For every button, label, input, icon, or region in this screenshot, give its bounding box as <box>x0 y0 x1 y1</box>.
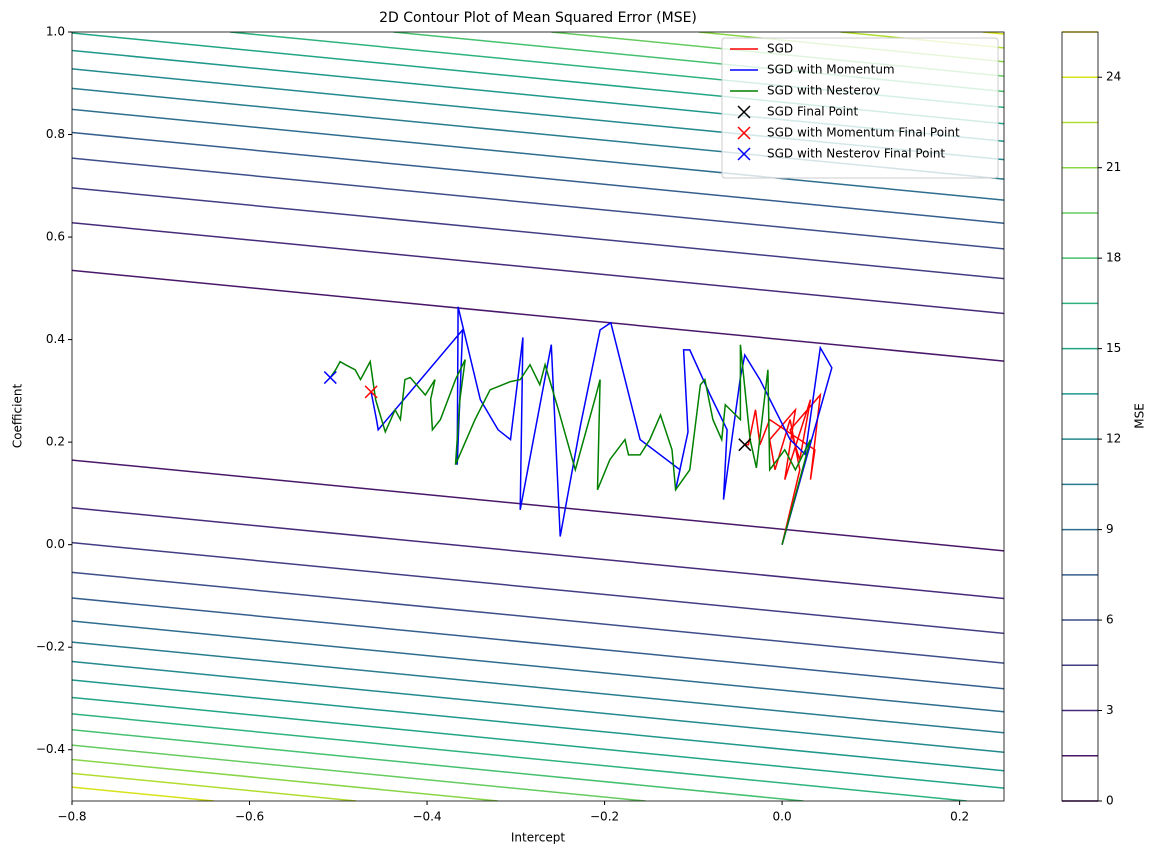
legend-label: SGD Final Point <box>767 105 859 119</box>
x-tick-label: −0.8 <box>57 810 86 824</box>
contour-line <box>72 507 1004 600</box>
legend-marker <box>737 105 751 119</box>
x-axis-label: Intercept <box>511 831 566 845</box>
x-tick-label: 0.2 <box>950 810 969 824</box>
y-axis-label: Coefficient <box>11 384 25 449</box>
y-tick-label: 0.2 <box>46 435 65 449</box>
contour-line <box>72 641 1004 734</box>
contour-line <box>72 696 1004 789</box>
colorbar-tick-label: 24 <box>1106 70 1121 84</box>
x-tick-label: −0.2 <box>590 810 619 824</box>
colorbar-tick-label: 18 <box>1106 251 1121 265</box>
contour-line <box>72 679 1004 772</box>
legend-label: SGD with Momentum Final Point <box>767 126 960 140</box>
y-tick-label: 0.6 <box>46 230 65 244</box>
legend-marker <box>737 147 751 161</box>
legend-marker <box>737 126 751 140</box>
contour-line <box>72 108 1004 201</box>
colorbar-frame <box>1061 31 1099 802</box>
contour-line <box>72 744 646 801</box>
contour-line <box>72 758 499 801</box>
legend-label: SGD with Nesterov <box>767 84 880 98</box>
colorbar-label: MSE <box>1133 403 1147 429</box>
contour-line <box>72 786 215 801</box>
colorbar-tick-label: 12 <box>1106 432 1121 446</box>
final-point-marker <box>323 371 337 385</box>
colorbar-tick-label: 0 <box>1106 794 1114 808</box>
contour-line <box>72 597 1004 690</box>
x-tick-label: 0.0 <box>773 810 792 824</box>
colorbar-tick-label: 6 <box>1106 613 1114 627</box>
contour-line <box>72 459 1004 552</box>
trajectory-line <box>329 344 812 545</box>
contour-line <box>72 187 1004 280</box>
contour-line <box>72 131 1004 224</box>
colorbar-tick-label: 21 <box>1106 160 1121 174</box>
contour-line <box>72 728 804 801</box>
y-tick-label: 0.8 <box>46 127 65 141</box>
chart-title: 2D Contour Plot of Mean Squared Error (M… <box>379 10 697 26</box>
y-tick-label: 1.0 <box>46 25 65 39</box>
colorbar-tick-label: 15 <box>1106 341 1121 355</box>
colorbar-tick-label: 3 <box>1106 703 1114 717</box>
legend-box <box>721 37 999 179</box>
colorbar-tick-label: 9 <box>1106 522 1114 536</box>
y-tick-label: −0.2 <box>36 640 65 654</box>
legend-label: SGD with Momentum <box>767 63 895 77</box>
contour-line <box>72 772 357 801</box>
contour-line <box>72 660 1004 754</box>
x-tick-label: −0.6 <box>235 810 264 824</box>
contour-line <box>72 620 1004 713</box>
contour-line <box>72 713 967 801</box>
final-point-marker <box>364 385 378 399</box>
contour-line <box>72 571 1004 664</box>
legend-label: SGD <box>767 42 793 56</box>
contour-line <box>72 269 1004 362</box>
contour-line <box>72 541 1004 635</box>
contour-line <box>72 221 1004 315</box>
final-point-marker <box>738 438 752 452</box>
contour-line <box>72 157 1004 250</box>
axes-frame <box>71 31 1005 802</box>
y-tick-label: −0.4 <box>36 742 65 756</box>
y-tick-label: 0.0 <box>46 537 65 551</box>
trajectory-line <box>370 306 833 545</box>
legend-label: SGD with Nesterov Final Point <box>767 147 945 161</box>
trajectory-line <box>744 392 822 545</box>
y-tick-label: 0.4 <box>46 332 65 346</box>
x-tick-label: −0.4 <box>412 810 441 824</box>
